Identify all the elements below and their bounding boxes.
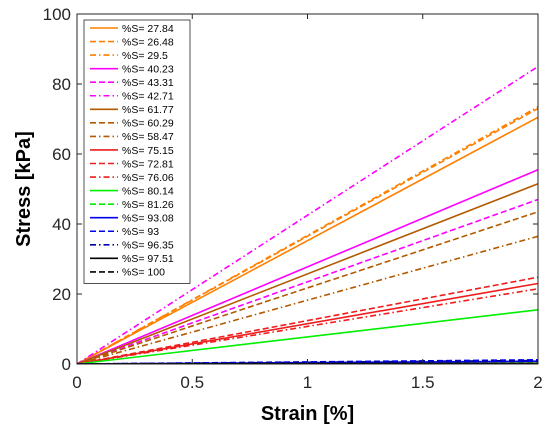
legend-entry-label: %S= 42.71 [122,91,174,103]
legend-entry-label: %S= 72.81 [122,158,174,170]
series-line-2 [77,107,538,364]
x-tick-label: 0 [72,373,81,392]
x-tick-label: 1 [303,373,312,392]
series-line-7 [77,183,538,364]
legend-entry-label: %S= 81.26 [122,199,174,211]
series-line-11 [77,276,538,364]
x-tick-label: 2 [533,373,542,392]
legend-entry-label: %S= 80.14 [122,185,174,197]
legend-entry-label: %S= 27.84 [122,23,174,35]
series-line-13 [77,309,538,364]
legend-entry-label: %S= 96.35 [122,240,174,252]
legend-entry-label: %S= 97.51 [122,253,174,265]
y-tick-label: 0 [62,355,71,374]
legend-box [83,19,191,284]
y-tick-label: 100 [43,5,71,24]
legend-entry-label: %S= 93 [122,226,159,238]
legend-entry-label: %S= 61.77 [122,104,174,116]
series-line-6 [77,65,538,364]
legend-entry-label: %S= 40.23 [122,63,174,75]
series-line-1 [77,116,538,364]
x-tick-label: 0.5 [180,373,204,392]
y-axis-title: Stress [kPa] [13,131,35,247]
legend-entry-label: %S= 43.31 [122,77,174,89]
legend-entry-label: %S= 26.48 [122,36,174,48]
legend-entry-label: %S= 100 [122,267,165,279]
legend-entry-label: %S= 75.15 [122,145,174,157]
legend-entry-label: %S= 58.47 [122,131,174,143]
series-line-12 [77,288,538,364]
legend-entry-label: %S= 76.06 [122,172,174,184]
y-tick-label: 80 [52,75,71,94]
legend: %S= 27.84%S= 26.48 %S= 29.5%S= 40.23 %S= 4… [83,19,191,284]
legend-entry-label: %S= 93.08 [122,213,174,225]
x-axis-title: Strain [%] [261,403,354,425]
legend-entry-label: %S= 29.5 [122,50,168,62]
y-tick-label: 60 [52,145,71,164]
series-line-5 [77,198,538,364]
y-tick-label: 40 [52,215,71,234]
x-tick-label: 1.5 [411,373,435,392]
series-line-9 [77,235,538,364]
y-tick-label: 20 [52,285,71,304]
legend-entry-label: %S= 60.29 [122,118,174,130]
series-line-10 [77,282,538,364]
series-line-4 [77,168,538,364]
